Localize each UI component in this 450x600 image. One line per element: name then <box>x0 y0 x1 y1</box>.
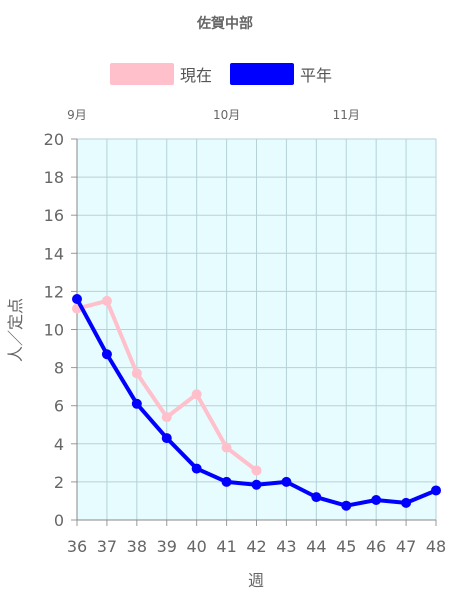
x-tick-label: 44 <box>306 537 326 556</box>
x-tick-label: 43 <box>276 537 296 556</box>
x-tick-label: 47 <box>396 537 416 556</box>
month-label: 11月 <box>333 108 360 122</box>
data-point-current <box>251 465 262 476</box>
data-point-normal <box>431 485 441 496</box>
data-point-normal <box>251 479 262 490</box>
y-axis-title: 人／定点 <box>6 298 25 362</box>
data-point-normal <box>131 398 142 409</box>
data-point-normal <box>341 500 352 511</box>
legend-swatch-current <box>110 63 174 85</box>
legend-item-current[interactable]: 現在 <box>110 62 212 86</box>
x-axis-title: 週 <box>248 571 264 590</box>
y-tick-label: 4 <box>54 435 64 454</box>
legend-swatch-normal <box>230 63 294 85</box>
month-label: 9月 <box>67 108 87 122</box>
data-point-current <box>161 412 172 423</box>
chart-title: 佐賀中部 <box>197 16 253 32</box>
month-label: 10月 <box>213 108 240 122</box>
x-tick-label: 42 <box>246 537 266 556</box>
data-point-normal <box>371 494 382 505</box>
legend: 現在 平年 <box>0 62 450 86</box>
y-tick-label: 16 <box>44 206 64 225</box>
y-tick-label: 10 <box>44 321 64 340</box>
data-point-normal <box>401 497 412 508</box>
data-point-current <box>101 295 112 306</box>
y-tick-label: 2 <box>54 473 64 492</box>
x-tick-label: 41 <box>216 537 236 556</box>
x-tick-label: 45 <box>336 537 356 556</box>
y-tick-label: 20 <box>44 130 64 149</box>
legend-item-normal[interactable]: 平年 <box>230 62 332 86</box>
data-point-current <box>221 442 232 453</box>
legend-label-normal: 平年 <box>300 66 333 85</box>
data-point-current <box>131 368 142 379</box>
x-tick-label: 48 <box>426 537 446 556</box>
y-tick-label: 18 <box>44 168 64 187</box>
x-tick-label: 39 <box>157 537 177 556</box>
data-point-current <box>191 389 202 400</box>
y-tick-label: 12 <box>44 282 64 301</box>
y-tick-label: 14 <box>44 244 64 263</box>
x-tick-label: 40 <box>186 537 206 556</box>
x-tick-label: 46 <box>366 537 386 556</box>
y-tick-label: 6 <box>54 397 64 416</box>
data-point-normal <box>221 476 232 487</box>
data-point-normal <box>281 476 292 487</box>
data-point-normal <box>72 294 82 305</box>
y-tick-label: 8 <box>54 359 64 378</box>
data-point-normal <box>311 492 322 503</box>
data-point-normal <box>191 463 202 474</box>
data-point-normal <box>161 433 172 444</box>
x-tick-label: 38 <box>127 537 147 556</box>
y-tick-label: 0 <box>54 511 64 530</box>
data-point-normal <box>101 349 112 360</box>
x-tick-label: 37 <box>97 537 117 556</box>
x-tick-label: 36 <box>67 537 87 556</box>
legend-label-current: 現在 <box>180 66 213 85</box>
